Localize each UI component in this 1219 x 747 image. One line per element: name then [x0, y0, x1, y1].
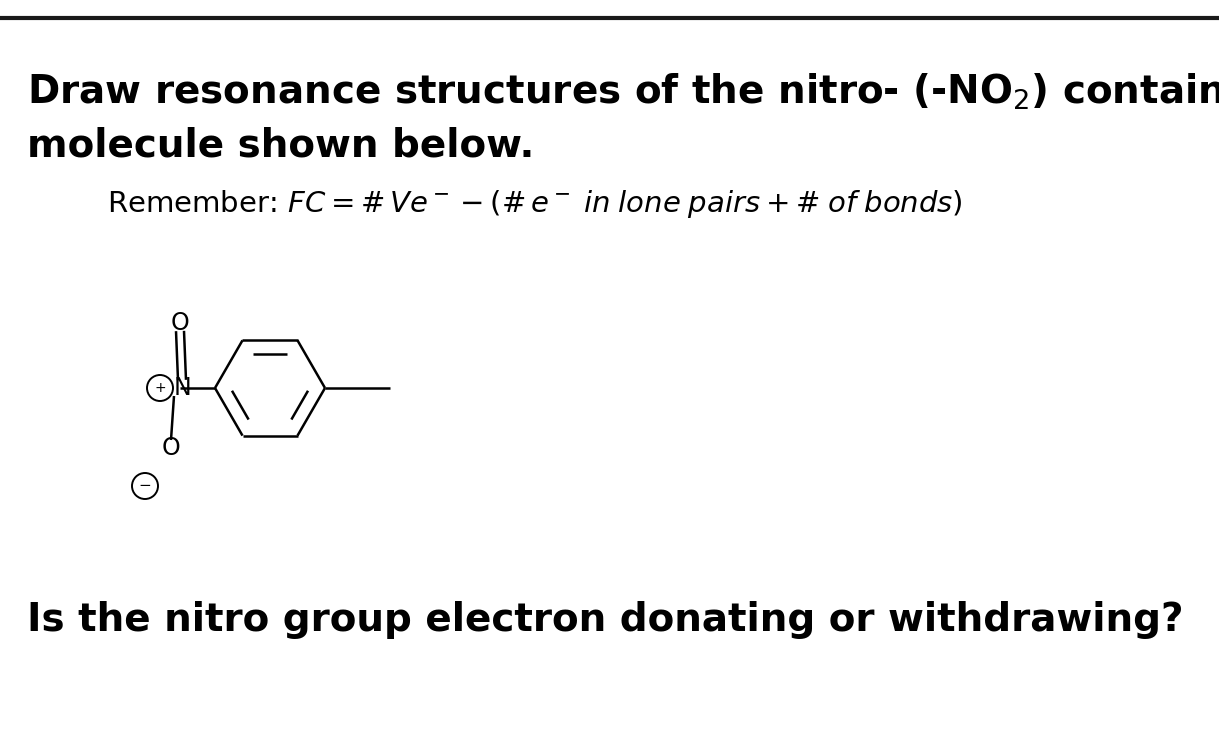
- Text: O: O: [162, 436, 180, 460]
- Text: Remember: $\mathit{FC} = \#\,\mathit{Ve}^- - (\#\,e^-\;\mathit{in\;lone\;pairs} : Remember: $\mathit{FC} = \#\,\mathit{Ve}…: [107, 188, 963, 220]
- Text: O: O: [171, 311, 189, 335]
- Text: Is the nitro group electron donating or withdrawing?: Is the nitro group electron donating or …: [27, 601, 1184, 639]
- Text: +: +: [154, 381, 166, 395]
- Text: molecule shown below.: molecule shown below.: [27, 127, 534, 165]
- Text: N: N: [173, 376, 191, 400]
- Text: Draw resonance structures of the nitro- (-NO$_2$) containing: Draw resonance structures of the nitro- …: [27, 71, 1219, 113]
- Text: −: −: [139, 479, 151, 494]
